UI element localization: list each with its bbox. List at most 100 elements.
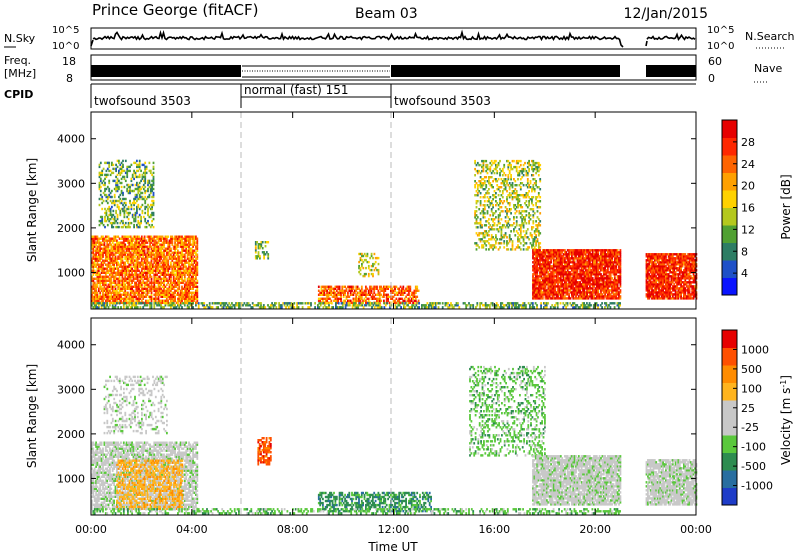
range-cell	[163, 237, 165, 240]
range-cell	[120, 181, 123, 185]
range-cell	[193, 251, 196, 254]
range-cell	[113, 253, 115, 256]
range-cell	[335, 295, 338, 298]
range-cell	[92, 283, 95, 286]
range-cell	[113, 245, 115, 248]
range-cell	[562, 267, 565, 270]
range-cell	[536, 169, 539, 173]
range-cell	[145, 167, 148, 171]
range-cell	[558, 277, 561, 280]
range-cell	[395, 291, 398, 294]
range-cell	[138, 243, 140, 246]
range-cell	[149, 187, 152, 191]
range-cell	[111, 287, 114, 290]
range-cell	[129, 293, 132, 296]
range-cell	[579, 273, 582, 276]
range-cell	[377, 256, 380, 260]
range-cell	[109, 301, 111, 304]
range-cell	[562, 257, 565, 260]
range-cell	[365, 301, 367, 304]
range-cell	[172, 285, 175, 288]
range-cell	[531, 246, 533, 249]
range-cell	[537, 289, 540, 292]
range-cell	[152, 285, 154, 288]
range-cell	[493, 190, 496, 193]
range-cell	[138, 273, 140, 276]
range-cell	[154, 297, 157, 300]
range-cell	[158, 301, 161, 304]
range-cell	[492, 186, 494, 189]
range-cell	[557, 255, 559, 258]
range-cell	[102, 265, 104, 268]
range-cell	[144, 207, 147, 211]
range-cell	[136, 165, 138, 169]
range-cell	[192, 279, 194, 282]
range-cell	[189, 281, 192, 284]
range-cell	[167, 281, 170, 284]
range-cell	[156, 291, 158, 294]
range-cell	[153, 245, 156, 248]
range-cell	[561, 259, 564, 262]
range-cell	[566, 253, 569, 256]
range-cell	[358, 297, 360, 300]
range-cell	[177, 299, 179, 302]
range-cell	[134, 247, 136, 250]
range-cell	[416, 287, 419, 290]
range-cell	[97, 269, 100, 272]
range-cell	[561, 251, 564, 254]
range-cell	[519, 230, 522, 233]
range-cell	[111, 289, 114, 292]
range-cell	[525, 242, 528, 245]
range-cell	[573, 283, 576, 286]
range-cell	[561, 263, 564, 266]
range-cell	[163, 261, 165, 264]
range-cell	[482, 196, 485, 199]
range-cell	[151, 189, 153, 193]
range-cell	[192, 257, 194, 260]
range-cell	[190, 259, 193, 262]
range-cell	[167, 289, 170, 292]
range-cell	[533, 287, 536, 290]
range-cell	[147, 271, 150, 274]
range-cell	[145, 299, 147, 302]
range-cell	[154, 299, 157, 302]
range-cell	[93, 301, 96, 304]
range-cell	[113, 269, 115, 272]
range-cell	[96, 257, 99, 260]
range-cell	[500, 182, 503, 185]
range-cell	[539, 257, 541, 260]
range-cell	[564, 289, 566, 292]
range-cell	[543, 267, 545, 270]
range-cell	[584, 267, 587, 270]
range-cell	[181, 257, 183, 260]
range-cell	[507, 176, 510, 179]
range-cell	[486, 232, 489, 235]
range-cell	[532, 220, 535, 223]
range-cell	[104, 251, 107, 254]
range-cell	[352, 299, 355, 302]
range-cell	[499, 242, 501, 245]
range-cell	[104, 273, 107, 276]
range-cell	[92, 247, 95, 250]
range-cell	[334, 297, 337, 300]
range-cell	[559, 253, 562, 256]
range-cell	[153, 235, 156, 238]
range-cell	[580, 265, 583, 268]
range-cell	[110, 239, 113, 242]
range-cell	[120, 289, 122, 292]
range-cell	[154, 241, 157, 244]
range-cell	[140, 191, 142, 195]
range-cell	[587, 281, 590, 284]
range-cell	[186, 277, 189, 280]
range-cell	[544, 277, 547, 280]
range-cell	[135, 277, 138, 280]
range-cell	[503, 200, 506, 203]
range-cell	[172, 267, 175, 270]
range-cell	[532, 273, 534, 276]
range-cell	[348, 295, 351, 298]
range-cell	[183, 263, 186, 266]
range-cell	[342, 285, 345, 288]
range-cell	[478, 246, 481, 249]
range-cell	[143, 243, 146, 246]
range-cell	[164, 273, 167, 276]
